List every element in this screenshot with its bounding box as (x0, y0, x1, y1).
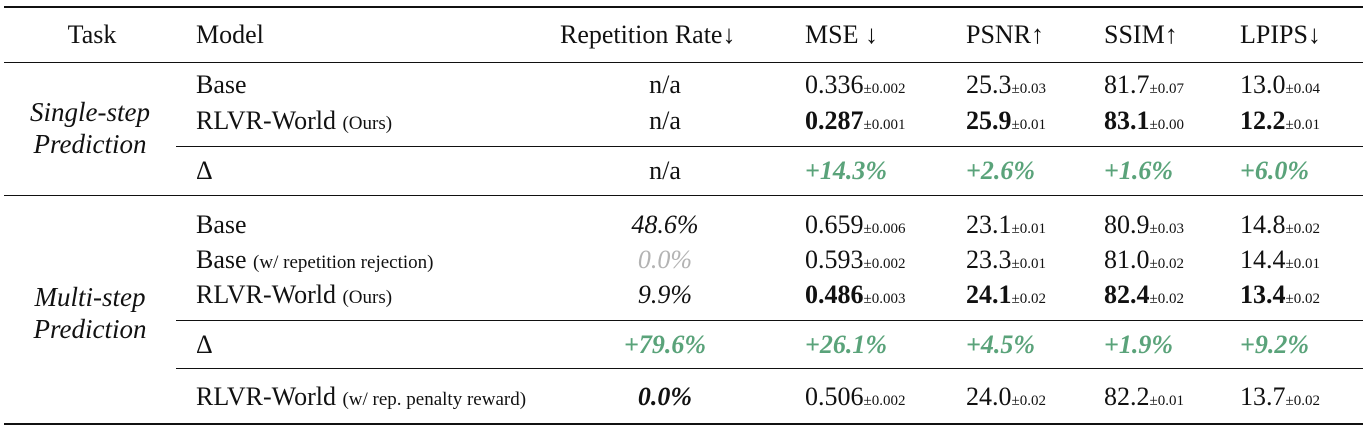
rep-value: 9.9% (637, 280, 693, 309)
ssim-value: 83.1±0.00 (1104, 106, 1184, 135)
mse-value: 0.506±0.002 (805, 382, 906, 411)
ssim-value: 80.9±0.03 (1104, 210, 1184, 239)
header-rule (4, 62, 1363, 63)
mse-value: 0.287±0.001 (805, 106, 906, 135)
ssim-value: 82.2±0.01 (1104, 382, 1184, 411)
delta-ssim: +1.9% (1104, 330, 1173, 359)
model-name: RLVR-World (Ours) (196, 106, 393, 135)
delta-ssim: +1.6% (1104, 156, 1173, 185)
mse-value: 0.336±0.002 (805, 70, 906, 99)
mse-value: 0.659±0.006 (805, 210, 906, 239)
rep-value: 48.6% (631, 210, 699, 239)
ssim-value: 82.4±0.02 (1104, 280, 1184, 309)
rep-value: 0.0% (637, 382, 693, 411)
rep-value: n/a (649, 106, 681, 135)
delta-mse: +14.3% (805, 156, 887, 185)
model-name: Base (196, 210, 247, 239)
delta-psnr: +4.5% (966, 330, 1035, 359)
delta-lpips: +6.0% (1240, 156, 1309, 185)
multi-delta-rule (176, 320, 1363, 321)
psnr-value: 25.3±0.03 (966, 70, 1046, 99)
delta-label: Δ (196, 330, 213, 359)
task-multi-line1: Multi-step (34, 282, 146, 312)
extra-rule (176, 368, 1363, 369)
delta-rep: n/a (649, 156, 681, 185)
delta-lpips: +9.2% (1240, 330, 1309, 359)
delta-psnr: +2.6% (966, 156, 1035, 185)
task-label-multi: Multi-step Prediction (0, 281, 180, 346)
header-model: Model (196, 20, 264, 49)
psnr-value: 24.1±0.02 (966, 280, 1046, 309)
ssim-value: 81.7±0.07 (1104, 70, 1184, 99)
lpips-value: 13.4±0.02 (1240, 280, 1320, 309)
header-task: Task (67, 20, 117, 49)
rep-value: n/a (649, 70, 681, 99)
delta-rep: +79.6% (624, 330, 706, 359)
header-repetition-rate: Repetition Rate↓ (560, 20, 736, 49)
model-name: Base (196, 70, 247, 99)
header-psnr: PSNR↑ (966, 20, 1045, 49)
mse-value: 0.593±0.002 (805, 245, 906, 274)
task-multi-line2: Prediction (33, 314, 147, 345)
header-ssim: SSIM↑ (1104, 20, 1178, 49)
task-single-line1: Single-step (30, 97, 150, 127)
delta-label: Δ (196, 156, 213, 185)
psnr-value: 23.1±0.01 (966, 210, 1046, 239)
model-name: RLVR-World (Ours) (196, 280, 393, 309)
ssim-value: 81.0±0.02 (1104, 245, 1184, 274)
lpips-value: 12.2±0.01 (1240, 106, 1320, 135)
lpips-value: 14.4±0.01 (1240, 245, 1320, 274)
top-rule (4, 6, 1363, 8)
delta-mse: +26.1% (805, 330, 887, 359)
psnr-value: 25.9±0.01 (966, 106, 1046, 135)
lpips-value: 13.7±0.02 (1240, 382, 1320, 411)
model-name: Base (w/ repetition rejection) (196, 245, 434, 274)
lpips-value: 13.0±0.04 (1240, 70, 1320, 99)
bottom-rule (4, 423, 1363, 425)
header-mse: MSE ↓ (805, 20, 878, 49)
mse-value: 0.486±0.003 (805, 280, 906, 309)
psnr-value: 24.0±0.02 (966, 382, 1046, 411)
task-single-line2: Prediction (33, 129, 147, 160)
single-delta-rule (176, 146, 1363, 147)
section-rule (4, 195, 1363, 196)
task-label-single: Single-step Prediction (0, 96, 180, 161)
rep-value: 0.0% (637, 245, 693, 274)
lpips-value: 14.8±0.02 (1240, 210, 1320, 239)
header-lpips: LPIPS↓ (1240, 20, 1321, 49)
model-name: RLVR-World (w/ rep. penalty reward) (196, 382, 527, 411)
psnr-value: 23.3±0.01 (966, 245, 1046, 274)
